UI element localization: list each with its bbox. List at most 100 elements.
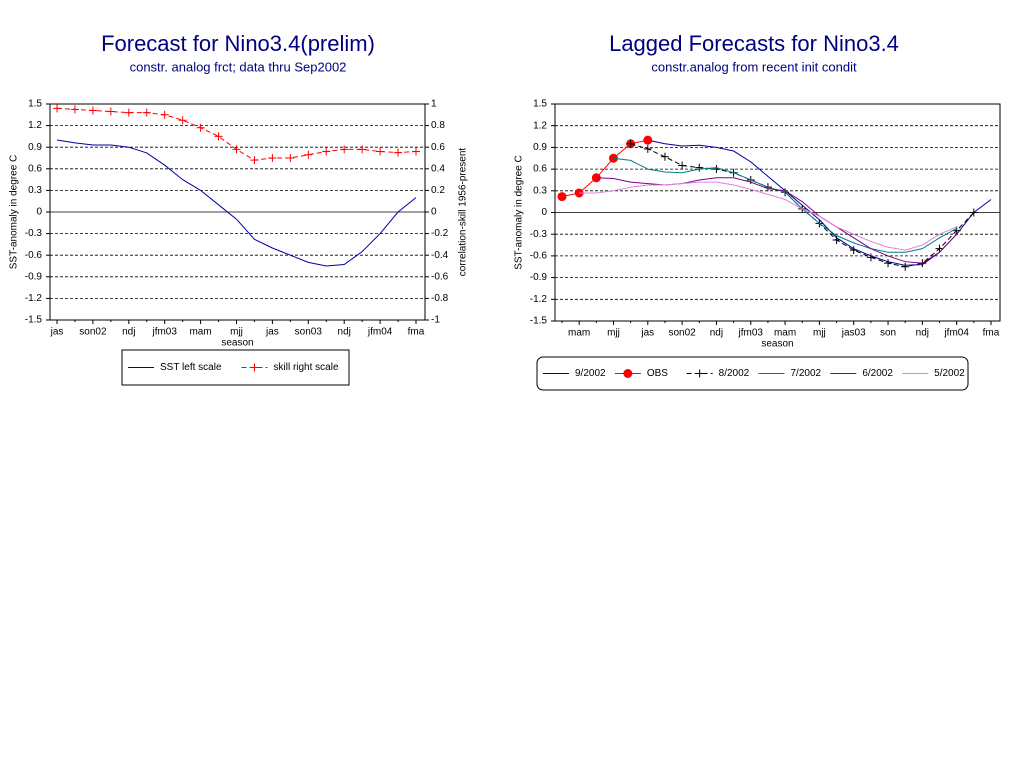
series-marker (196, 123, 205, 132)
series-marker (557, 192, 567, 202)
y2-tick-label: -1 (431, 315, 440, 326)
legend-marker (695, 369, 704, 378)
series-marker (901, 262, 910, 271)
y-tick-label: 0.9 (533, 142, 547, 153)
y-tick-label: -0.3 (530, 229, 548, 240)
series-marker (866, 253, 875, 262)
series-marker (304, 150, 313, 159)
y-tick-label: -0.3 (25, 228, 43, 239)
series-marker (250, 156, 259, 165)
x-tick-label: jas (640, 328, 654, 339)
series-marker (884, 259, 893, 268)
series-marker (214, 132, 223, 141)
y-tick-label: 0.3 (28, 185, 42, 196)
x-tick-label: jas (265, 327, 279, 338)
series-line (596, 177, 958, 264)
legend-box (121, 349, 350, 386)
series-marker (53, 104, 61, 113)
x-tick-label: jfm03 (151, 327, 177, 338)
x-tick-label: son03 (295, 327, 323, 338)
series-marker (695, 163, 704, 172)
y-tick-label: 1.2 (533, 120, 547, 131)
x-tick-label: jas (50, 327, 64, 338)
legend-label: 8/2002 (719, 368, 750, 379)
x-tick-label: son02 (79, 327, 107, 338)
chart-subtitle: constr. analog frct; data thru Sep2002 (130, 59, 347, 74)
series-line (56, 139, 417, 267)
plot-frame (49, 103, 426, 321)
y-tick-label: -0.6 (25, 250, 43, 261)
x-tick-label: jas03 (841, 328, 866, 339)
series-marker (142, 108, 151, 117)
chart-title: Forecast for Nino3.4(prelim) (101, 31, 375, 56)
y2-tick-label: -0.6 (431, 271, 449, 282)
y2-tick-label: -0.2 (431, 228, 449, 239)
series-marker (643, 135, 653, 145)
x-tick-label: fma (408, 327, 425, 338)
series-marker (178, 116, 187, 125)
chart-title: Lagged Forecasts for Nino3.4 (609, 31, 899, 56)
legend-label: OBS (647, 368, 668, 379)
series-marker (952, 226, 961, 235)
y-tick-label: -1.5 (25, 315, 43, 326)
x-tick-label: ndj (122, 327, 135, 338)
y2-tick-label: 0.8 (431, 120, 445, 131)
series-marker (678, 161, 687, 170)
legend-marker (623, 369, 633, 378)
y-tick-label: 1.5 (28, 99, 42, 110)
y-tick-label: 0 (36, 207, 42, 218)
x-tick-label: jfm03 (738, 328, 764, 339)
x-tick-label: mjj (813, 328, 826, 339)
series-marker (849, 246, 858, 255)
x-tick-label: ndj (338, 327, 351, 338)
legend-box (536, 356, 969, 391)
x-tick-label: mjj (230, 327, 243, 338)
y-tick-label: 1.5 (533, 99, 547, 110)
y-tick-label: 0.6 (28, 163, 42, 174)
x-tick-label: fma (983, 328, 1000, 339)
y-tick-label: -0.6 (530, 251, 548, 262)
series-marker (832, 235, 841, 244)
y-tick-label: -0.9 (25, 271, 43, 282)
series-marker (70, 105, 79, 114)
legend-label: 5/2002 (934, 368, 965, 379)
series-marker (358, 145, 367, 154)
y-tick-label: 0 (541, 207, 547, 218)
y-tick-label: -0.9 (530, 272, 548, 283)
series-line (561, 139, 648, 198)
legend-label: 7/2002 (791, 368, 822, 379)
y-axis-label: SST-anomaly in degree C (9, 155, 20, 270)
series-marker (935, 244, 944, 253)
y2-tick-label: -0.8 (431, 293, 449, 304)
x-axis-label: season (761, 339, 793, 350)
legend-label: 9/2002 (575, 368, 606, 379)
series-line (579, 181, 957, 251)
legend-label: skill right scale (274, 362, 339, 373)
series-marker (322, 147, 331, 156)
x-tick-label: jfm04 (943, 328, 969, 339)
x-tick-label: mam (568, 328, 590, 339)
series-marker (394, 148, 403, 157)
series-marker (626, 139, 635, 148)
series-marker (643, 144, 652, 153)
x-tick-label: mam (774, 328, 796, 339)
series-marker (124, 108, 133, 117)
y2-tick-label: 0.6 (431, 142, 445, 153)
plot-frame (554, 103, 1001, 322)
series-marker (376, 147, 385, 156)
x-tick-label: jfm04 (367, 327, 393, 338)
x-tick-label: son (880, 328, 896, 339)
y2-axis-label: correlation-skill 1956-present (458, 148, 469, 277)
series-marker (286, 154, 295, 162)
y2-tick-label: 1 (431, 99, 437, 110)
y-tick-label: 0.6 (533, 164, 547, 175)
x-tick-label: mjj (607, 328, 620, 339)
series-marker (232, 145, 241, 154)
series-marker (268, 154, 277, 162)
y2-tick-label: -0.4 (431, 250, 449, 261)
x-tick-label: son02 (668, 328, 696, 339)
y2-tick-label: 0.2 (431, 185, 445, 196)
series-marker (969, 208, 978, 217)
legend-label: SST left scale (160, 362, 222, 373)
